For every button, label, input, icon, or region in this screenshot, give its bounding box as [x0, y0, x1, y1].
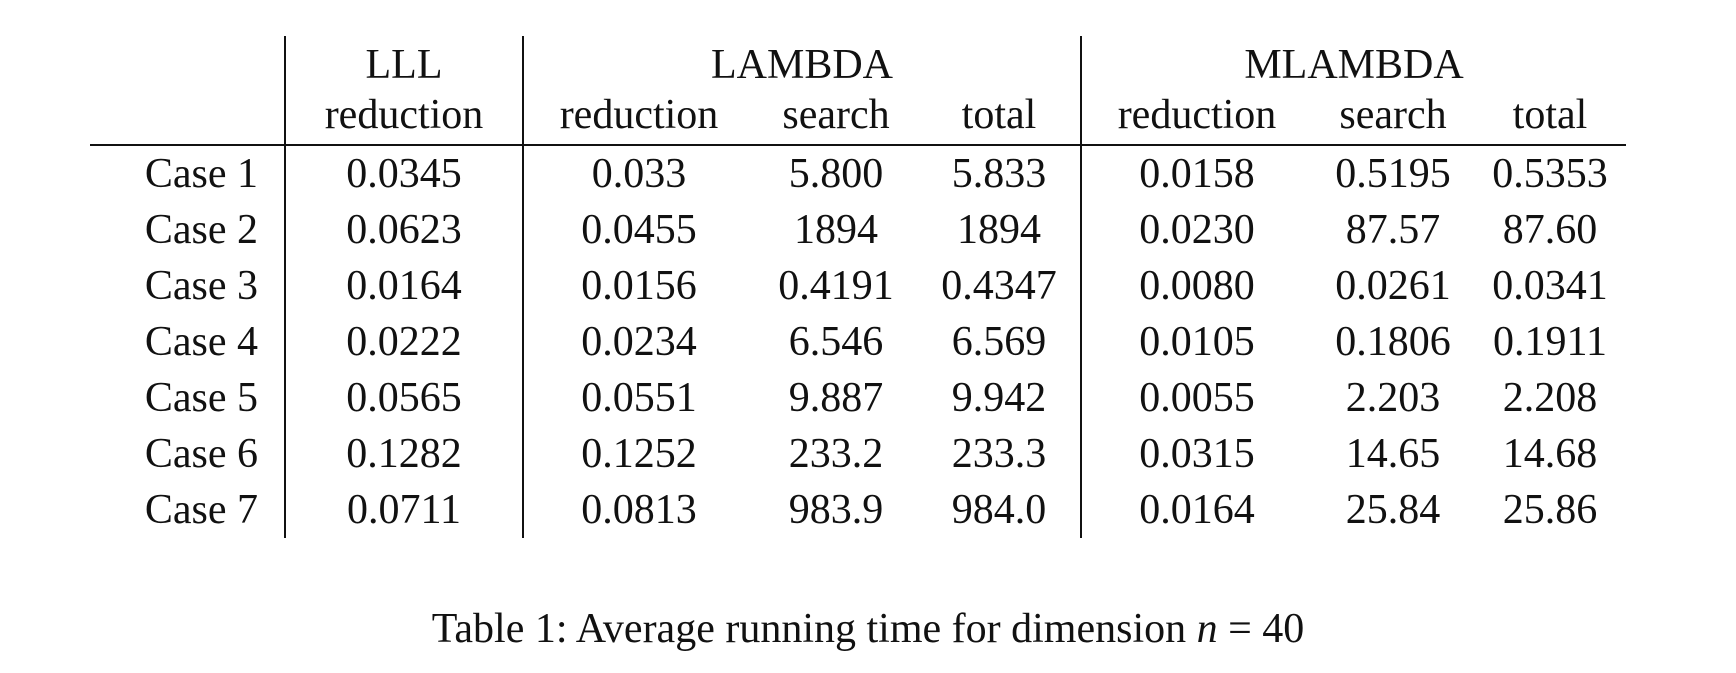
cell-lambda-search: 983.9: [788, 487, 884, 533]
cell-lambda-total: 5.833: [951, 151, 1047, 197]
cell-row-label: Case 6: [144, 431, 258, 477]
col-header-lambda-total: total: [918, 92, 1081, 146]
cell-mlambda-reduction: 0.0080: [1080, 258, 1312, 314]
cell-lambda-reduction: 0.0813: [522, 482, 754, 538]
cell-mlambda-total: 0.5353: [1492, 151, 1608, 197]
cell-lambda-search: 5.800: [788, 151, 884, 197]
cell-mlambda-total: 2.208: [1502, 375, 1598, 421]
group-header-lll: LLL: [284, 36, 523, 92]
table-row: Case 3 0.0164 0.0156 0.4191 0.4347 0.0080 0.02…: [90, 258, 1626, 314]
col-header-mlambda-total: total: [1474, 92, 1626, 146]
cell-lambda-total: 0.4347: [941, 263, 1057, 309]
cell-lambda-reduction: 0.0234: [522, 314, 754, 370]
cell-row-label: Case 1: [144, 151, 258, 197]
table-caption: Table 1: Average running time for dimens…: [0, 608, 1736, 650]
cell-lambda-search: 9.887: [788, 375, 884, 421]
cell-lambda-search: 1894: [794, 207, 878, 253]
table-row: Case 2 0.0623 0.0455 1894 1894 0.0230 87.57 87.…: [90, 202, 1626, 258]
cell-lambda-reduction: 0.033: [522, 145, 754, 202]
group-header-row: LLL LAMBDA MLAMBDA: [90, 36, 1626, 92]
cell-mlambda-search: 25.84: [1345, 487, 1441, 533]
running-time-table: LLL LAMBDA MLAMBDA reduction reduction s…: [90, 36, 1626, 538]
sub-header-row: reduction reduction search total reducti…: [90, 92, 1626, 146]
cell-mlambda-reduction: 0.0055: [1080, 370, 1312, 426]
cell-lll-reduction: 0.1282: [284, 426, 523, 482]
cell-mlambda-reduction: 0.0230: [1080, 202, 1312, 258]
cell-mlambda-total: 25.86: [1502, 487, 1598, 533]
cell-lambda-reduction: 0.0551: [522, 370, 754, 426]
group-header-lambda: LAMBDA: [522, 36, 1081, 92]
corner-cell: [90, 36, 285, 92]
cell-lll-reduction: 0.0711: [284, 482, 523, 538]
cell-lll-reduction: 0.0565: [284, 370, 523, 426]
table-row: Case 6 0.1282 0.1252 233.2 233.3 0.0315 14.65 1…: [90, 426, 1626, 482]
cell-mlambda-reduction: 0.0315: [1080, 426, 1312, 482]
cell-mlambda-total: 14.68: [1502, 431, 1598, 477]
cell-lambda-reduction: 0.0156: [522, 258, 754, 314]
cell-mlambda-search: 14.65: [1345, 431, 1441, 477]
cell-mlambda-reduction: 0.0105: [1080, 314, 1312, 370]
cell-lll-reduction: 0.0222: [284, 314, 523, 370]
cell-lambda-reduction: 0.0455: [522, 202, 754, 258]
cell-lll-reduction: 0.0164: [284, 258, 523, 314]
col-header-mlambda-reduction: reduction: [1080, 92, 1312, 146]
col-header-mlambda-search: search: [1312, 92, 1474, 146]
cell-row-label: Case 5: [144, 375, 258, 421]
caption-variable: n: [1196, 606, 1218, 652]
cell-lambda-total: 6.569: [951, 319, 1047, 365]
cell-mlambda-search: 0.5195: [1335, 151, 1451, 197]
cell-mlambda-total: 0.1911: [1493, 319, 1607, 365]
table-row: Case 5 0.0565 0.0551 9.887 9.942 0.0055 2.203 2…: [90, 370, 1626, 426]
cell-lambda-search: 0.4191: [778, 263, 894, 309]
caption-suffix: = 40: [1217, 606, 1305, 652]
group-header-mlambda: MLAMBDA: [1080, 36, 1626, 92]
cell-mlambda-search: 87.57: [1345, 207, 1441, 253]
cell-row-label: Case 4: [144, 319, 258, 365]
cell-lambda-search: 6.546: [788, 319, 884, 365]
caption-prefix: Table 1: Average running time for dimens…: [431, 606, 1197, 652]
table-body: Case 1 0.0345 0.033 5.800 5.833 0.0158 0.5195 0…: [90, 145, 1626, 538]
cell-lambda-reduction: 0.1252: [522, 426, 754, 482]
cell-lambda-total: 1894: [957, 207, 1041, 253]
cell-row-label: Case 3: [144, 263, 258, 309]
results-table-container: LLL LAMBDA MLAMBDA reduction reduction s…: [90, 36, 1626, 538]
table-row: Case 1 0.0345 0.033 5.800 5.833 0.0158 0.5195 0…: [90, 145, 1626, 202]
cell-mlambda-search: 2.203: [1345, 375, 1441, 421]
corner-cell-sub: [90, 92, 285, 146]
cell-row-label: Case 2: [144, 207, 258, 253]
col-header-lambda-search: search: [754, 92, 918, 146]
cell-mlambda-search: 0.0261: [1335, 263, 1451, 309]
table-row: Case 7 0.0711 0.0813 983.9 984.0 0.0164 25.84 2…: [90, 482, 1626, 538]
cell-lambda-search: 233.2: [788, 431, 884, 477]
table-row: Case 4 0.0222 0.0234 6.546 6.569 0.0105 0.1806…: [90, 314, 1626, 370]
cell-row-label: Case 7: [144, 487, 258, 533]
cell-lambda-total: 9.942: [951, 375, 1047, 421]
cell-mlambda-search: 0.1806: [1335, 319, 1451, 365]
col-header-lll-reduction: reduction: [284, 92, 523, 146]
cell-lll-reduction: 0.0345: [284, 145, 523, 202]
cell-lambda-total: 984.0: [951, 487, 1047, 533]
col-header-lambda-reduction: reduction: [522, 92, 754, 146]
cell-lambda-total: 233.3: [951, 431, 1047, 477]
cell-mlambda-total: 0.0341: [1492, 263, 1608, 309]
cell-lll-reduction: 0.0623: [284, 202, 523, 258]
cell-mlambda-reduction: 0.0158: [1080, 145, 1312, 202]
cell-mlambda-reduction: 0.0164: [1080, 482, 1312, 538]
cell-mlambda-total: 87.60: [1502, 207, 1598, 253]
